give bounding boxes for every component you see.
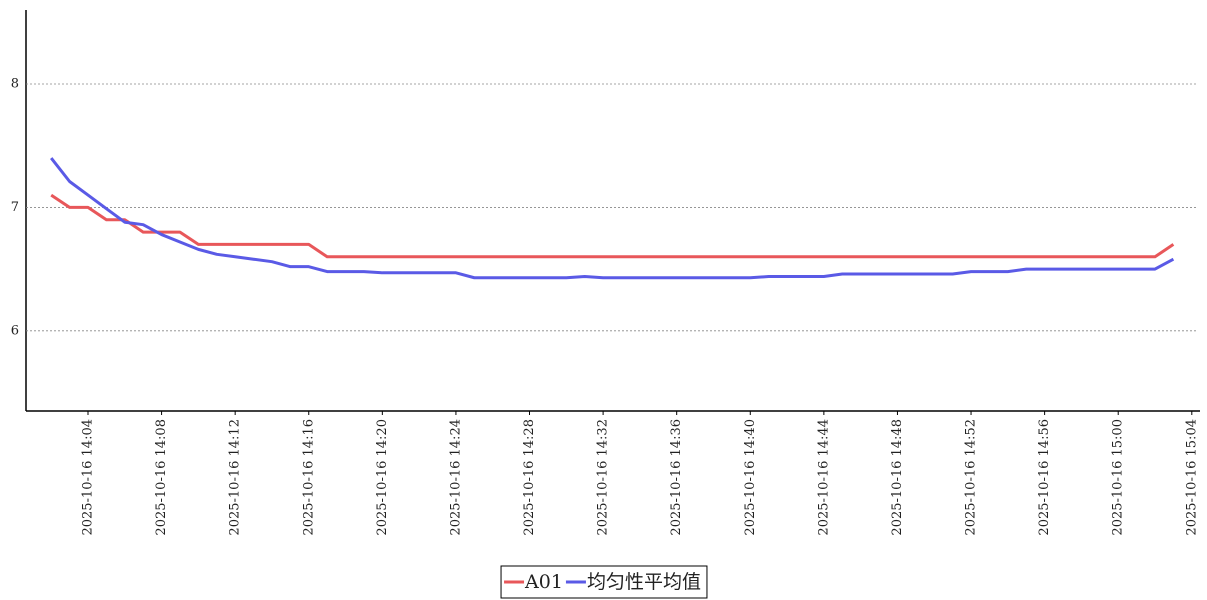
x-tick-label: 2025-10-16 14:32 [596, 419, 611, 536]
legend-label: A01 [524, 571, 563, 593]
x-tick-label: 2025-10-16 14:56 [1037, 419, 1052, 536]
y-tick-label: 8 [11, 77, 19, 92]
x-tick-label: 2025-10-16 14:20 [375, 419, 390, 536]
legend-label: 均匀性平均值 [587, 571, 701, 593]
x-tick-label: 2025-10-16 14:16 [301, 419, 316, 536]
x-tick-label: 2025-10-16 14:36 [669, 419, 684, 536]
x-tick-label: 2025-10-16 15:00 [1111, 419, 1126, 536]
x-tick-label: 2025-10-16 15:04 [1184, 419, 1199, 536]
series-line [50, 193, 1175, 259]
x-tick-label: 2025-10-16 14:12 [228, 419, 243, 536]
y-tick-label: 6 [11, 323, 19, 338]
legend-box [500, 565, 708, 599]
x-tick-label: 2025-10-16 14:52 [964, 419, 979, 536]
x-tick-label: 2025-10-16 14:24 [448, 419, 463, 536]
legend: A01 均匀性平均值 [500, 565, 708, 599]
x-tick-label: 2025-10-16 14:28 [522, 419, 537, 536]
x-tick-label: 2025-10-16 14:48 [890, 419, 905, 536]
y-tick-label: 7 [11, 200, 19, 215]
x-tick-label: 2025-10-16 14:44 [816, 419, 831, 536]
x-tick-label: 2025-10-16 14:04 [80, 419, 95, 536]
x-tick-label: 2025-10-16 14:08 [154, 419, 169, 536]
series-line [50, 157, 1175, 280]
x-tick-label: 2025-10-16 14:40 [743, 419, 758, 536]
